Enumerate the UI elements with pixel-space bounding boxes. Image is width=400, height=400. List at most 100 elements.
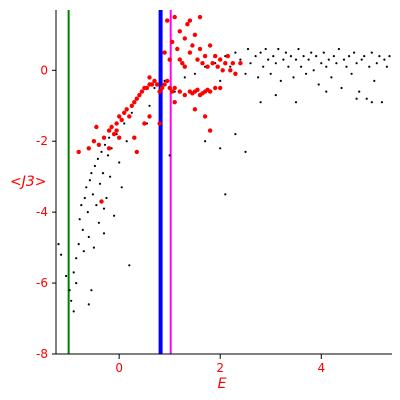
data-point <box>87 235 90 239</box>
data-point <box>327 58 330 61</box>
data-point <box>180 61 185 66</box>
data-point <box>383 58 386 61</box>
data-point <box>77 243 80 246</box>
data-point <box>342 58 346 61</box>
data-point <box>82 250 85 253</box>
data-point <box>128 264 131 267</box>
data-point <box>88 179 91 182</box>
data-point <box>183 76 186 79</box>
data-point <box>213 53 218 59</box>
data-point <box>325 65 328 68</box>
data-point <box>205 64 210 69</box>
data-point <box>81 228 84 231</box>
data-point <box>72 310 75 313</box>
data-point <box>205 87 210 93</box>
data-point <box>219 79 222 82</box>
data-point <box>125 140 128 143</box>
data-point <box>80 204 83 207</box>
data-point <box>106 154 110 157</box>
data-point <box>85 186 88 189</box>
data-point <box>200 91 205 96</box>
data-point <box>325 90 328 93</box>
data-point <box>350 72 353 75</box>
data-point <box>388 55 391 58</box>
data-point <box>142 121 147 126</box>
data-point <box>99 199 104 204</box>
data-point <box>95 204 98 207</box>
data-point <box>310 51 313 54</box>
data-point <box>76 149 81 155</box>
data-point <box>120 186 123 189</box>
data-point <box>378 55 381 58</box>
data-point <box>193 72 196 75</box>
data-point <box>332 55 335 58</box>
x-ticks: 0 2 4 <box>115 354 325 375</box>
data-point <box>162 50 167 55</box>
data-point <box>264 47 267 51</box>
data-point <box>312 69 315 72</box>
data-point <box>317 83 320 86</box>
data-point <box>182 64 187 69</box>
data-point <box>246 47 250 51</box>
data-point <box>65 274 68 278</box>
data-point <box>94 124 99 130</box>
data-point <box>289 55 292 58</box>
data-point <box>70 299 73 302</box>
data-point <box>111 131 117 137</box>
data-point <box>238 61 243 66</box>
data-point <box>117 135 122 140</box>
data-point <box>224 193 227 196</box>
data-point <box>375 62 378 65</box>
x-tick-label: 2 <box>216 361 224 375</box>
data-point <box>91 139 97 144</box>
data-point <box>292 76 295 79</box>
data-point <box>83 196 86 200</box>
data-point <box>177 29 182 34</box>
y-tick-label: -4 <box>36 205 48 219</box>
data-point <box>92 246 95 249</box>
data-point <box>187 50 193 55</box>
data-point <box>287 65 290 68</box>
data-point <box>279 79 282 82</box>
data-point <box>147 114 152 119</box>
data-point <box>234 51 237 54</box>
data-point <box>305 72 308 75</box>
data-point <box>215 64 220 69</box>
data-point <box>100 150 103 153</box>
data-point <box>195 57 200 62</box>
data-point <box>172 14 177 20</box>
data-point <box>272 55 275 58</box>
data-point <box>157 89 162 94</box>
data-point <box>114 128 119 133</box>
data-point <box>259 101 262 104</box>
data-point <box>127 114 132 119</box>
data-point <box>182 36 187 41</box>
data-point <box>132 100 137 105</box>
data-point <box>223 61 228 66</box>
data-point <box>262 65 265 68</box>
data-point <box>144 85 150 91</box>
data-point <box>225 53 230 59</box>
data-point <box>302 55 305 58</box>
data-point <box>335 62 338 65</box>
y-axis-title: <J3> <box>10 174 47 190</box>
data-point <box>322 51 325 54</box>
data-point <box>200 61 205 66</box>
data-point <box>269 72 272 75</box>
data-point <box>165 78 170 84</box>
data-point <box>118 161 121 164</box>
data-point <box>75 257 78 260</box>
data-point <box>117 114 122 119</box>
data-point <box>282 58 285 61</box>
data-point <box>152 78 157 84</box>
data-point <box>380 101 383 104</box>
data-point <box>122 110 127 116</box>
data-point <box>207 43 213 48</box>
data-point <box>358 90 361 93</box>
data-point <box>167 85 172 91</box>
data-point <box>353 51 356 54</box>
data-point <box>68 289 71 292</box>
data-point <box>105 196 108 200</box>
data-point <box>348 55 351 58</box>
data-point <box>175 46 180 52</box>
